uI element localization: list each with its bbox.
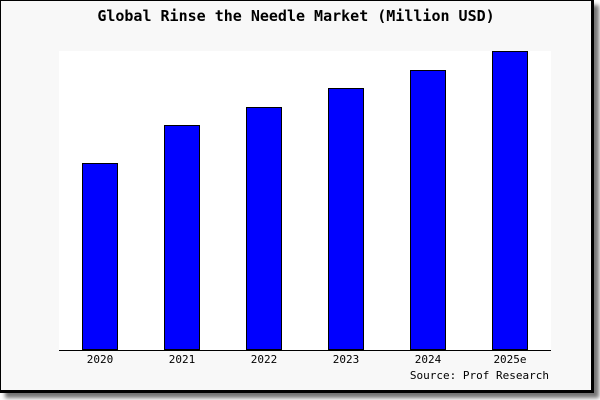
x-tick-label-2023: 2023 — [332, 353, 360, 366]
bar-2021 — [164, 125, 200, 350]
plot-area — [59, 51, 551, 351]
x-tick-label-2024: 2024 — [414, 353, 442, 366]
bar-2020 — [82, 162, 118, 350]
x-tick-label-2025e: 2025e — [493, 353, 527, 366]
bar-2023 — [328, 87, 364, 350]
bar-2022 — [246, 106, 282, 350]
x-tick-label-2021: 2021 — [168, 353, 196, 366]
bar-2025e — [492, 51, 528, 350]
bar-2024 — [410, 69, 446, 350]
chart-panel: Global Rinse the Needle Market (Million … — [0, 0, 594, 393]
x-tick-label-2020: 2020 — [86, 353, 114, 366]
chart-title: Global Rinse the Needle Market (Million … — [97, 7, 495, 25]
source-label: Source: Prof Research — [409, 369, 549, 382]
x-tick-label-2022: 2022 — [250, 353, 278, 366]
